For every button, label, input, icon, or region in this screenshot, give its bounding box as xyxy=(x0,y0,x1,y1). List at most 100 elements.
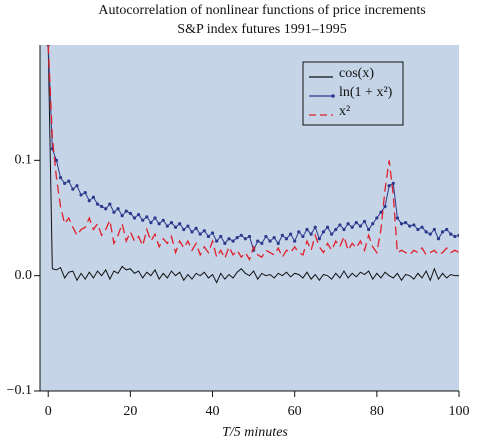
series-marker xyxy=(457,233,459,237)
series-marker xyxy=(161,218,165,222)
series-line xyxy=(47,45,459,262)
x-tick-label: 80 xyxy=(370,404,384,419)
legend-box xyxy=(302,61,404,126)
series-marker xyxy=(288,232,293,236)
series-marker xyxy=(202,229,206,233)
x-tick-label: 60 xyxy=(288,404,302,419)
series-marker xyxy=(403,221,408,225)
x-tick-label: 20 xyxy=(123,404,137,419)
series-marker xyxy=(272,236,276,240)
series-marker xyxy=(395,216,399,220)
series-marker xyxy=(420,225,424,229)
series-marker xyxy=(239,233,243,237)
series-marker xyxy=(293,239,297,243)
legend-label: ln(1 + x²) xyxy=(339,85,393,100)
series-marker xyxy=(67,179,71,183)
series-marker xyxy=(379,210,383,214)
series-marker xyxy=(128,211,132,215)
series-marker xyxy=(391,181,395,185)
series-marker xyxy=(83,191,87,195)
series-marker xyxy=(445,227,449,232)
series-marker xyxy=(264,234,268,239)
series-marker xyxy=(116,207,120,211)
series-marker xyxy=(346,222,350,226)
series-marker xyxy=(223,241,227,245)
chart-subtitle: S&P index futures 1991–1995 xyxy=(177,22,346,37)
series-marker xyxy=(141,218,145,222)
series-marker xyxy=(280,233,284,237)
series-marker xyxy=(206,234,211,239)
x-tick-label: 40 xyxy=(206,404,220,419)
series-marker xyxy=(334,227,338,232)
series-marker xyxy=(108,202,112,206)
series-marker xyxy=(383,204,387,209)
series-marker xyxy=(95,202,100,206)
series-marker xyxy=(412,223,416,227)
x-axis-label: T/5 minutes xyxy=(222,425,288,440)
legend-label: cos(x) xyxy=(339,66,374,81)
series-marker xyxy=(63,181,67,185)
series-marker xyxy=(399,222,404,226)
series-marker xyxy=(124,209,128,213)
series-marker xyxy=(330,232,334,236)
series-marker xyxy=(428,232,432,236)
series-marker xyxy=(231,239,235,243)
y-tick-label: 0.0 xyxy=(15,268,33,283)
series-marker xyxy=(301,234,305,239)
series-marker xyxy=(235,236,239,240)
series-marker xyxy=(165,224,169,228)
series-marker xyxy=(350,225,354,229)
series-marker xyxy=(268,239,272,243)
series-marker xyxy=(136,212,141,217)
series-marker xyxy=(190,230,194,234)
series-marker xyxy=(297,230,301,234)
series-marker xyxy=(120,214,124,218)
series-marker xyxy=(178,222,182,226)
series-marker xyxy=(305,227,309,232)
series-marker xyxy=(375,216,379,220)
series-marker xyxy=(371,222,375,226)
series-marker xyxy=(198,232,202,236)
series-line xyxy=(47,45,459,284)
series-marker xyxy=(194,226,198,230)
series-marker xyxy=(112,210,116,214)
series-marker xyxy=(362,219,367,224)
series-marker xyxy=(416,227,420,232)
series-marker xyxy=(453,234,457,239)
series-marker xyxy=(338,223,342,227)
series-marker xyxy=(215,239,219,243)
series-marker xyxy=(104,207,108,211)
series-marker xyxy=(313,225,317,229)
series-marker xyxy=(260,241,264,245)
series-marker xyxy=(91,195,96,199)
series-layer xyxy=(46,45,459,284)
series-marker xyxy=(219,234,223,239)
series-marker xyxy=(173,225,178,229)
series-marker xyxy=(321,230,326,234)
series-marker xyxy=(87,199,91,203)
series-marker xyxy=(210,231,215,235)
series-marker xyxy=(186,224,190,228)
x-tick-label: 0 xyxy=(45,404,52,419)
chart-title: Autocorrelation of nonlinear functions o… xyxy=(98,3,425,18)
series-marker xyxy=(449,232,453,236)
series-marker xyxy=(58,176,63,180)
series-marker xyxy=(243,237,247,241)
series-marker xyxy=(432,227,436,232)
series-marker xyxy=(79,193,83,197)
series-marker xyxy=(256,239,260,243)
series-marker xyxy=(325,225,330,229)
series-marker xyxy=(440,230,445,234)
series-marker xyxy=(247,234,252,239)
series-marker xyxy=(169,221,174,225)
series-marker xyxy=(424,230,428,234)
series-marker xyxy=(145,215,149,219)
series-marker xyxy=(132,216,137,220)
y-tick-label: −0.1 xyxy=(7,383,32,398)
series-marker xyxy=(408,224,412,228)
series-marker xyxy=(75,184,79,188)
series-marker xyxy=(100,204,104,209)
legend-marker xyxy=(331,94,335,98)
y-tick-label: 0.1 xyxy=(15,153,33,168)
